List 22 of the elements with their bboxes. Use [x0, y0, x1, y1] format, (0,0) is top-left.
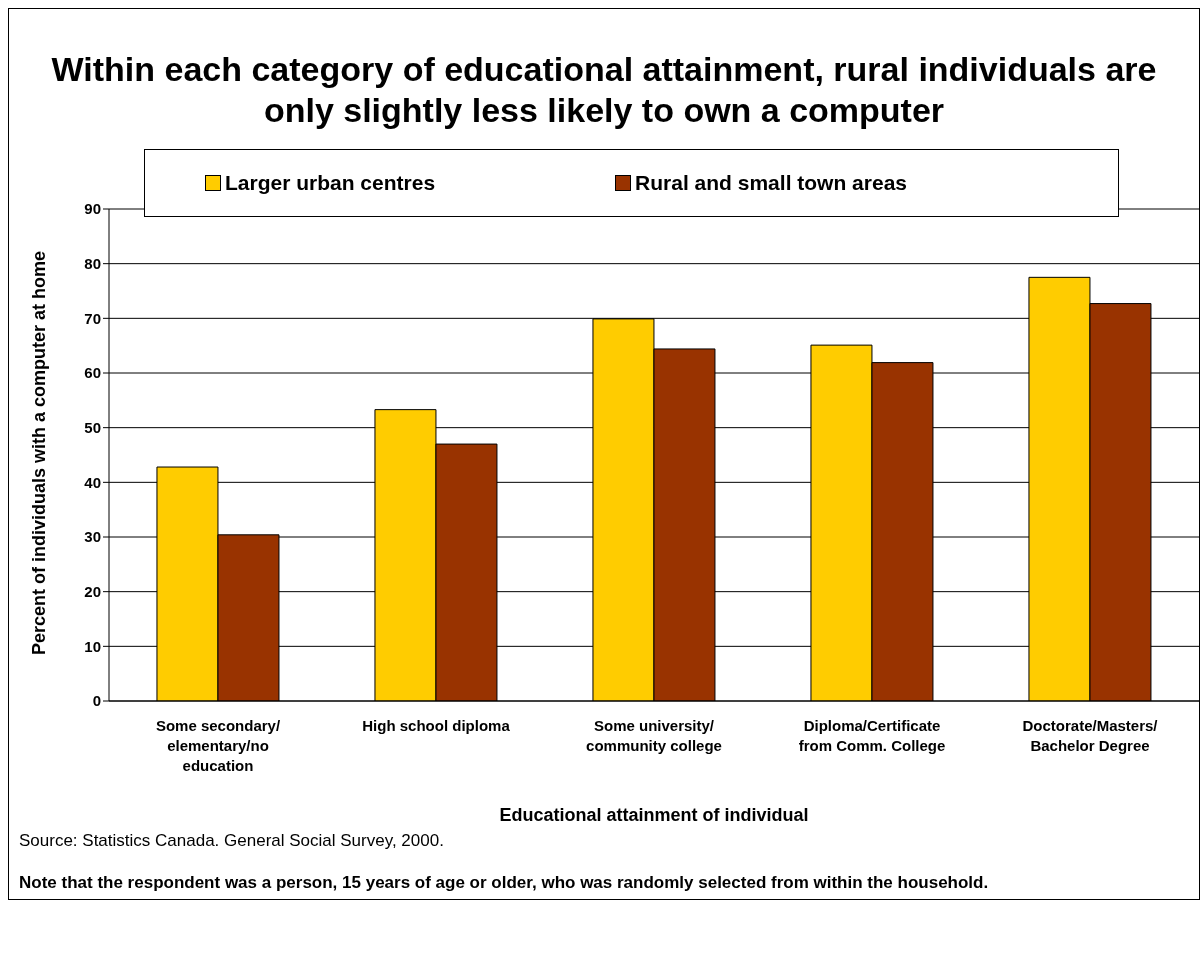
- y-tick-label: 0: [92, 692, 101, 710]
- x-tick-label: Some secondary/ elementary/no education: [155, 717, 281, 774]
- y-tick-label: 30: [84, 528, 101, 546]
- y-tick-label: 10: [84, 637, 101, 655]
- legend-label: Rural and small town areas: [634, 171, 908, 195]
- y-tick-label: 40: [84, 473, 101, 491]
- x-tick-label: Some university/ community college: [586, 717, 722, 754]
- y-axis-title: Percent of individuals with a computer at home: [29, 250, 50, 655]
- y-tick-label: 70: [84, 309, 101, 327]
- y-tick-label: 60: [84, 364, 101, 382]
- text: Note that the respondent was a person, 15 years of age or older, who was randomly selected from within the household.: [19, 873, 990, 893]
- y-tick-label: 20: [84, 582, 101, 600]
- y-tick-label: 80: [84, 254, 101, 272]
- x-tick-label: Diploma/Certificate from Comm. College: [798, 717, 946, 754]
- legend-label: Larger urban centres: [224, 171, 436, 195]
- chart-title: Within each category of educational attainment, rural individuals are only slightly less likely to own a computer: [50, 49, 1158, 131]
- y-tick-label: 50: [84, 418, 101, 436]
- source-note: Source: Statistics Canada. General Social Survey, 2000.: [19, 831, 445, 851]
- y-tick-label: 90: [84, 200, 101, 218]
- x-tick-label: High school diploma: [362, 717, 511, 734]
- x-tick-label: Doctorate/Masters/ Bachelor Degree: [1022, 717, 1159, 754]
- x-axis-title: Educational attainment of individual: [499, 805, 809, 825]
